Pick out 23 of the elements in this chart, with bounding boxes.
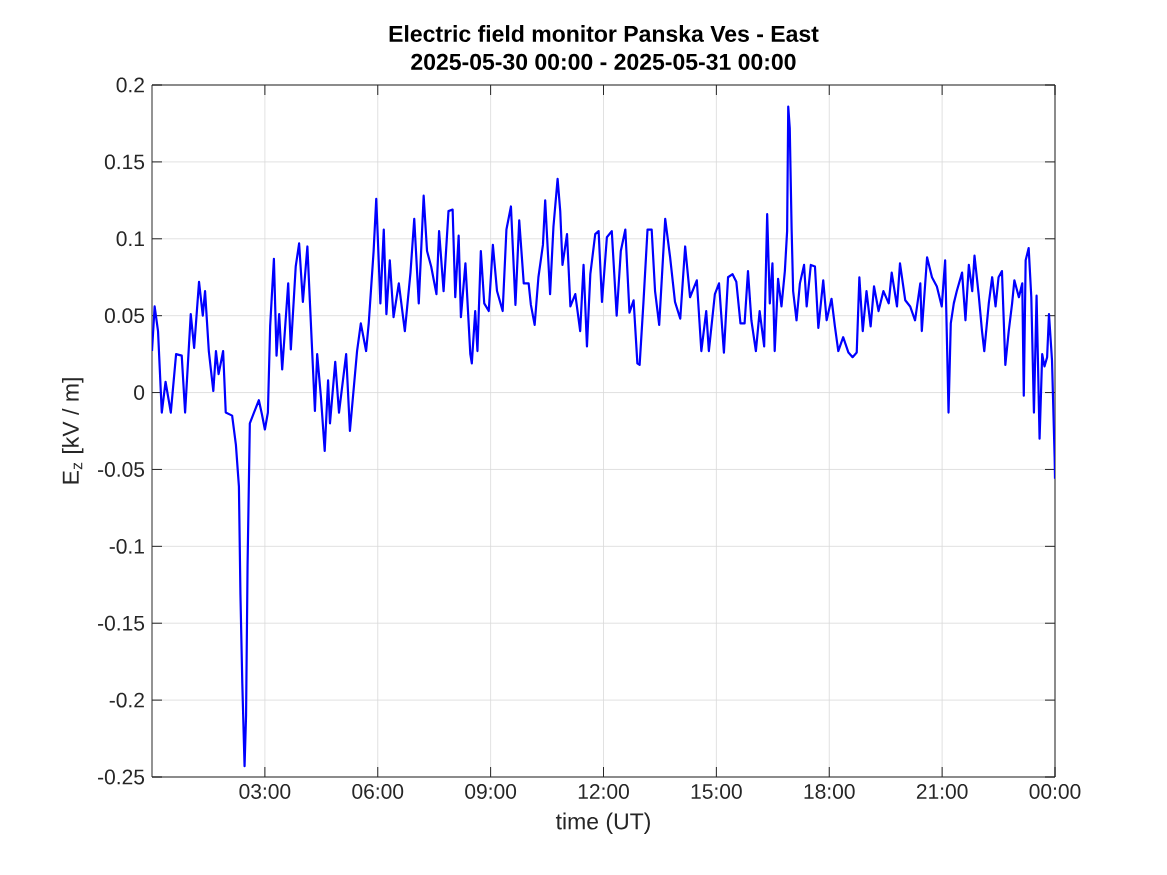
y-tick-label: 0.1: [116, 231, 144, 247]
x-axis-title: time (UT): [555, 812, 650, 834]
y-tick-label: -0.15: [98, 615, 145, 631]
chart-title: Electric field monitor Panska Ves - East: [389, 25, 819, 42]
y-tick-label: -0.05: [98, 462, 145, 477]
y-tick-label: -0.1: [109, 538, 144, 554]
y-tick-label: 0: [134, 385, 145, 400]
y-tick-label: 0.05: [104, 308, 145, 324]
y-tick-label: 0.15: [104, 154, 145, 170]
y-tick-label: -0.25: [98, 769, 145, 785]
x-tick-label: 09:00: [465, 784, 517, 799]
x-tick-label: 15:00: [691, 784, 742, 799]
x-tick-label: 03:00: [239, 784, 291, 799]
x-tick-label: 12:00: [578, 784, 629, 799]
x-tick-label: 18:00: [804, 784, 855, 799]
x-tick-label: 00:00: [1029, 784, 1081, 799]
y-tick-label: -0.2: [109, 692, 144, 708]
x-tick-label: 21:00: [916, 784, 968, 799]
y-tick-label: 0.2: [116, 77, 144, 93]
x-tick-label: 06:00: [352, 784, 404, 799]
chart-subtitle: 2025-05-30 00:00 - 2025-05-31 00:00: [411, 53, 796, 70]
line-series: [152, 105, 1056, 768]
y-axis-title: E$_{z}$ [kV / m]: [61, 378, 84, 484]
